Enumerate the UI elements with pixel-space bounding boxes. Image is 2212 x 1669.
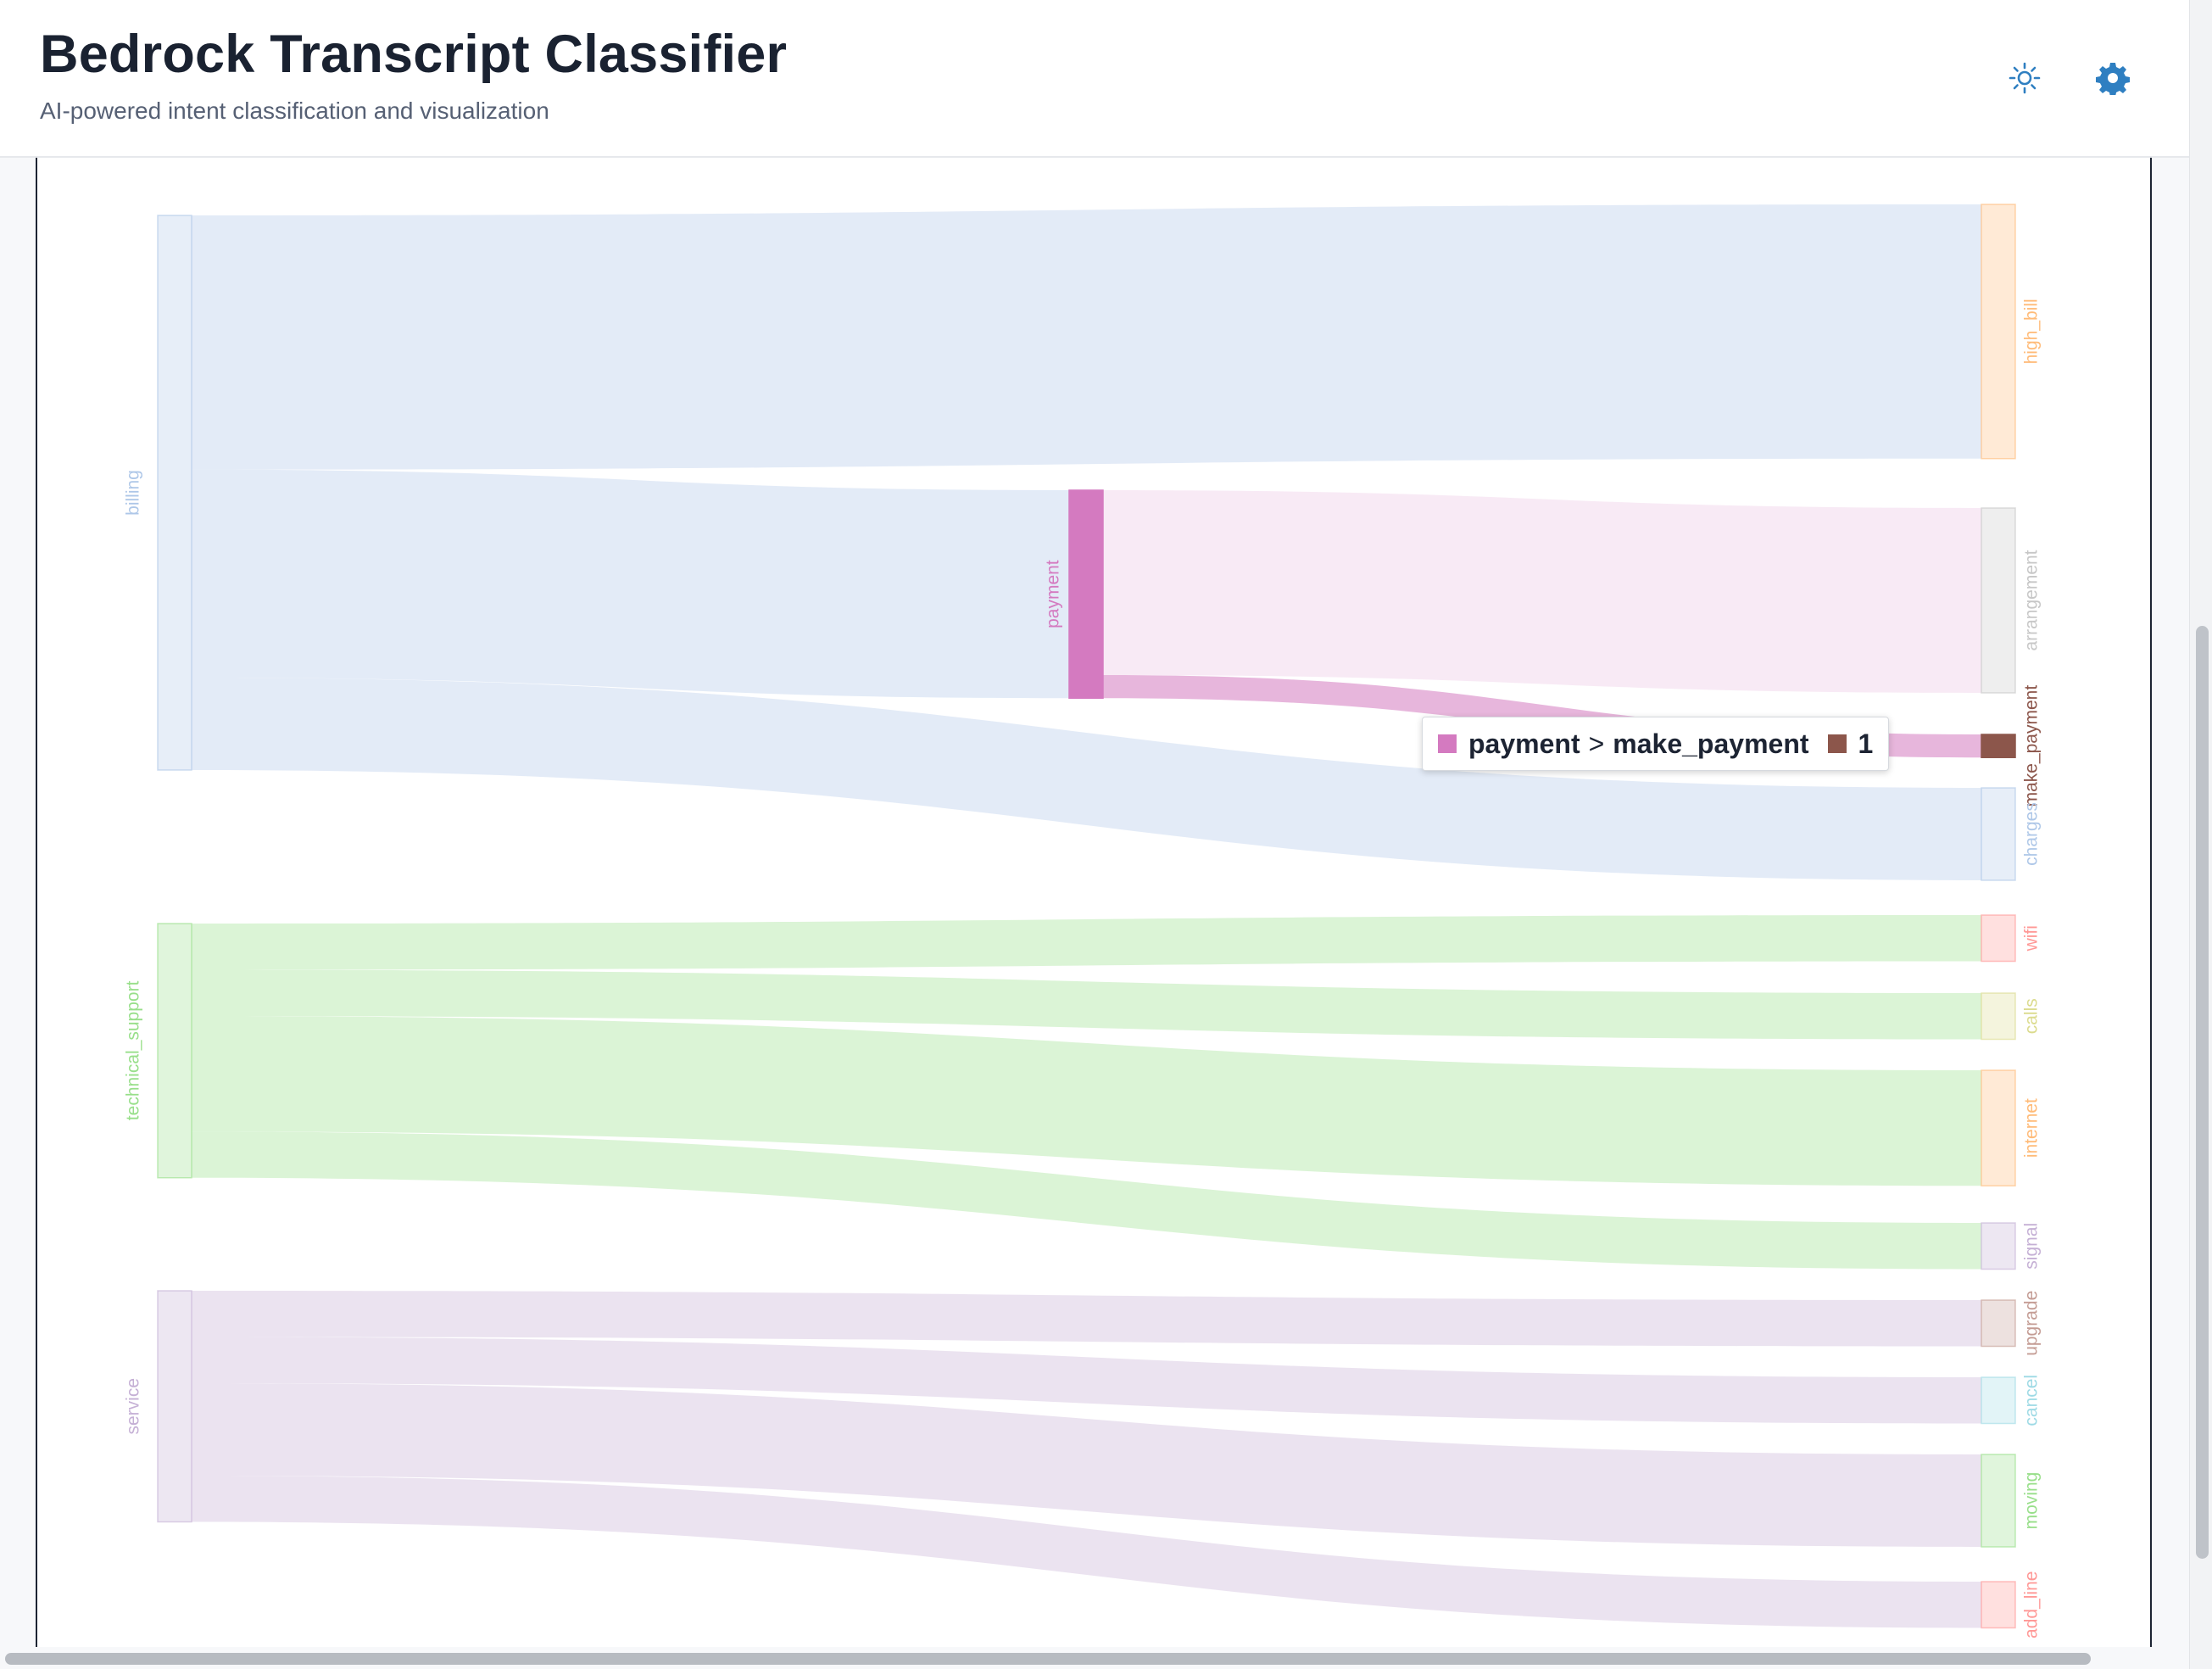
horizontal-scrollbar[interactable]: [0, 1647, 2189, 1669]
node-label-payment: payment: [1044, 560, 1063, 628]
app-title: Bedrock Transcript Classifier: [40, 25, 788, 84]
link-service-moving[interactable]: [192, 1383, 1981, 1547]
node-billing[interactable]: [157, 215, 192, 771]
app-header: Bedrock Transcript Classifier AI-powered…: [0, 0, 2189, 158]
link-billing-high_bill[interactable]: [192, 204, 1981, 470]
tooltip-separator: >: [1588, 728, 1605, 759]
node-label-charges: charges: [2022, 802, 2042, 866]
horizontal-scrollbar-thumb[interactable]: [5, 1653, 2091, 1665]
sun-icon: [2009, 62, 2041, 94]
tooltip-target-swatch: [1827, 734, 1847, 753]
node-upgrade[interactable]: [1981, 1299, 2016, 1348]
node-cancel[interactable]: [1981, 1376, 2016, 1425]
node-service[interactable]: [157, 1290, 192, 1523]
link-billing-charges[interactable]: [192, 678, 1981, 880]
node-label-make_payment: make_payment: [2022, 685, 2042, 807]
node-label-high_bill: high_bill: [2022, 299, 2042, 364]
node-internet[interactable]: [1981, 1069, 2016, 1186]
app-subtitle: AI-powered intent classification and vis…: [40, 98, 549, 124]
gear-icon: [2096, 63, 2130, 95]
node-label-arrangement: arrangement: [2022, 550, 2042, 650]
node-add_line[interactable]: [1981, 1581, 2016, 1629]
link-technical_support-signal[interactable]: [192, 1131, 1981, 1270]
node-label-upgrade: upgrade: [2022, 1291, 2042, 1356]
node-charges[interactable]: [1981, 787, 2016, 881]
node-payment[interactable]: [1068, 489, 1104, 699]
node-label-moving: moving: [2022, 1472, 2042, 1530]
node-calls[interactable]: [1981, 992, 2016, 1041]
link-service-cancel[interactable]: [192, 1337, 1981, 1424]
node-label-technical_support: technical_support: [124, 980, 143, 1120]
node-label-wifi: wifi: [2022, 925, 2042, 952]
node-technical_support[interactable]: [157, 923, 192, 1179]
sankey-links: [192, 204, 1981, 1628]
node-high_bill[interactable]: [1981, 204, 2016, 460]
theme-toggle-button[interactable]: [1999, 53, 2050, 103]
link-service-upgrade[interactable]: [192, 1291, 1981, 1347]
vertical-scrollbar[interactable]: [2189, 0, 2212, 1669]
vertical-scrollbar-thumb[interactable]: [2196, 626, 2209, 1559]
link-service-add_line[interactable]: [192, 1476, 1981, 1628]
node-arrangement[interactable]: [1981, 507, 2016, 694]
tooltip-source: payment: [1468, 728, 1580, 759]
node-label-billing: billing: [124, 470, 143, 516]
node-label-calls: calls: [2022, 998, 2042, 1034]
node-moving[interactable]: [1981, 1454, 2016, 1548]
tooltip-value: 1: [1858, 728, 1874, 759]
link-tooltip: payment > make_payment 1: [1422, 717, 1890, 771]
node-label-internet: internet: [2022, 1098, 2042, 1158]
settings-button[interactable]: [2087, 53, 2138, 103]
tooltip-target: make_payment: [1613, 728, 1809, 759]
link-technical_support-internet[interactable]: [192, 1016, 1981, 1186]
node-wifi[interactable]: [1981, 914, 2016, 963]
tooltip-source-swatch: [1438, 734, 1457, 753]
node-make_payment[interactable]: [1981, 734, 2016, 758]
node-label-signal: signal: [2022, 1223, 2042, 1270]
node-label-service: service: [124, 1378, 143, 1435]
link-technical_support-calls[interactable]: [192, 969, 1981, 1040]
node-signal[interactable]: [1981, 1222, 2016, 1270]
link-payment-arrangement[interactable]: [1103, 490, 1981, 693]
link-technical_support-wifi[interactable]: [192, 915, 1981, 970]
link-billing-payment[interactable]: [192, 469, 1069, 699]
node-label-cancel: cancel: [2022, 1375, 2042, 1426]
node-label-add_line: add_line: [2022, 1571, 2042, 1638]
